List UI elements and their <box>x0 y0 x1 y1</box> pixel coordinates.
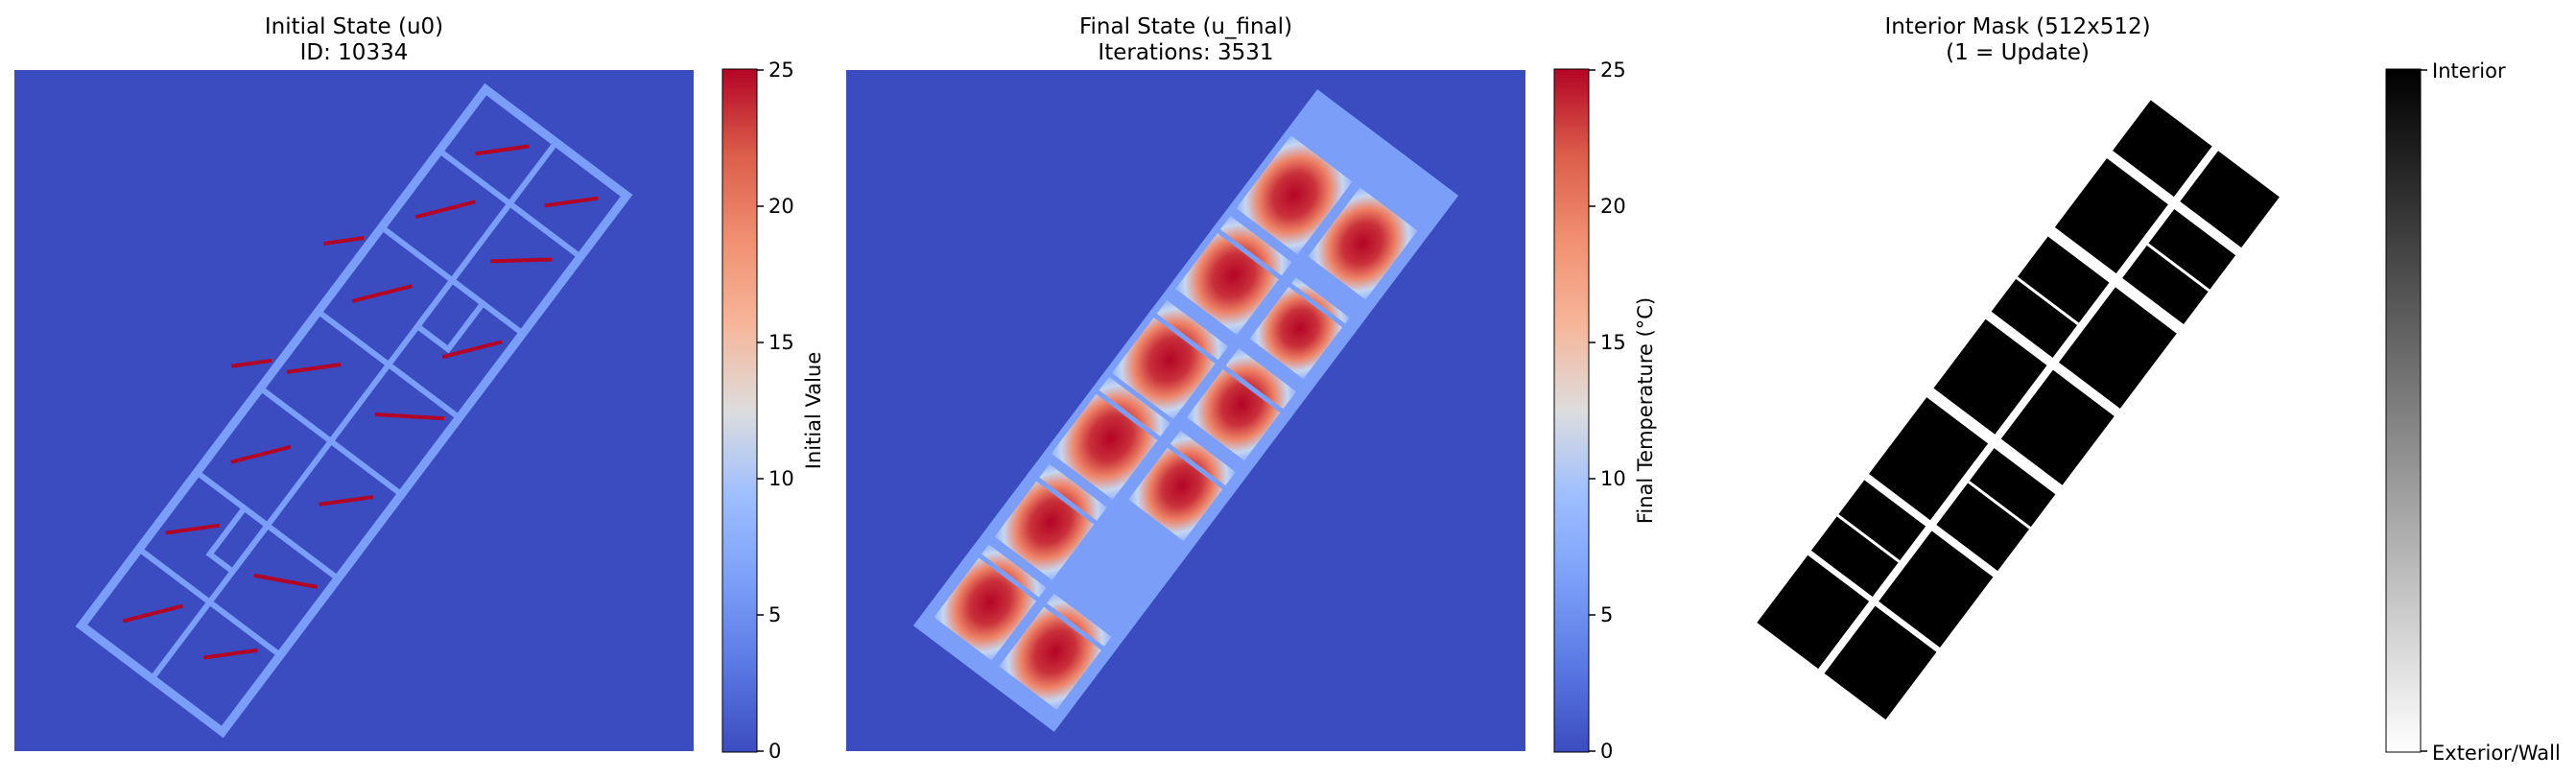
panel1-subtitle: ID: 10334 <box>300 40 409 65</box>
colorbar2-tick-label: 5 <box>1600 603 1613 626</box>
panel2-heatmap <box>846 70 1525 751</box>
colorbar2-tick-label: 10 <box>1600 467 1626 490</box>
panel1-colorbar: 0 5 10 15 20 25 Initial Value <box>721 59 825 763</box>
colorbar2-tick-label: 25 <box>1600 59 1626 82</box>
colorbar1-tick-label: 10 <box>768 467 794 490</box>
panel3-heatmap <box>1757 100 2280 720</box>
panel2-colorbar-label: Final Temperature (°C) <box>1634 297 1657 524</box>
panel-final-state: Final State (u_final) Iterations: 3531 <box>846 14 1657 763</box>
panel1-colorbar-label: Initial Value <box>802 352 825 469</box>
colorbar2-tick-label: 0 <box>1600 740 1613 763</box>
mask-tick-exterior-wall: Exterior/Wall <box>2432 742 2561 765</box>
colorbar1-tick-label: 20 <box>768 195 794 218</box>
colorbar1-tick-label: 25 <box>768 59 794 82</box>
colorbar1-tick-label: 15 <box>768 331 794 354</box>
panel-interior-mask: Interior Mask (512x512) (1 = Update) <box>1757 14 2561 765</box>
panel3-subtitle: (1 = Update) <box>1946 40 2090 65</box>
colorbar2-tick-label: 15 <box>1600 331 1626 354</box>
panel2-title: Final State (u_final) <box>1079 14 1292 39</box>
colorbar2-tick-label: 20 <box>1600 195 1626 218</box>
panel3-title: Interior Mask (512x512) <box>1884 14 2150 39</box>
colorbar1-tick-label: 5 <box>768 603 781 626</box>
panel2-colorbar: 0 5 10 15 20 25 Final Temperature (°C) <box>1553 59 1657 763</box>
panel-initial-state: Initial State (u0) ID: 10334 <box>14 14 825 763</box>
panel1-heatmap <box>14 70 694 751</box>
panel2-subtitle: Iterations: 3531 <box>1098 40 1273 65</box>
mask-tick-interior: Interior <box>2432 59 2506 83</box>
panel3-colorbar: Interior Exterior/Wall <box>2385 59 2561 765</box>
colorbar1-tick-label: 0 <box>768 740 781 763</box>
panel1-title: Initial State (u0) <box>265 14 443 39</box>
